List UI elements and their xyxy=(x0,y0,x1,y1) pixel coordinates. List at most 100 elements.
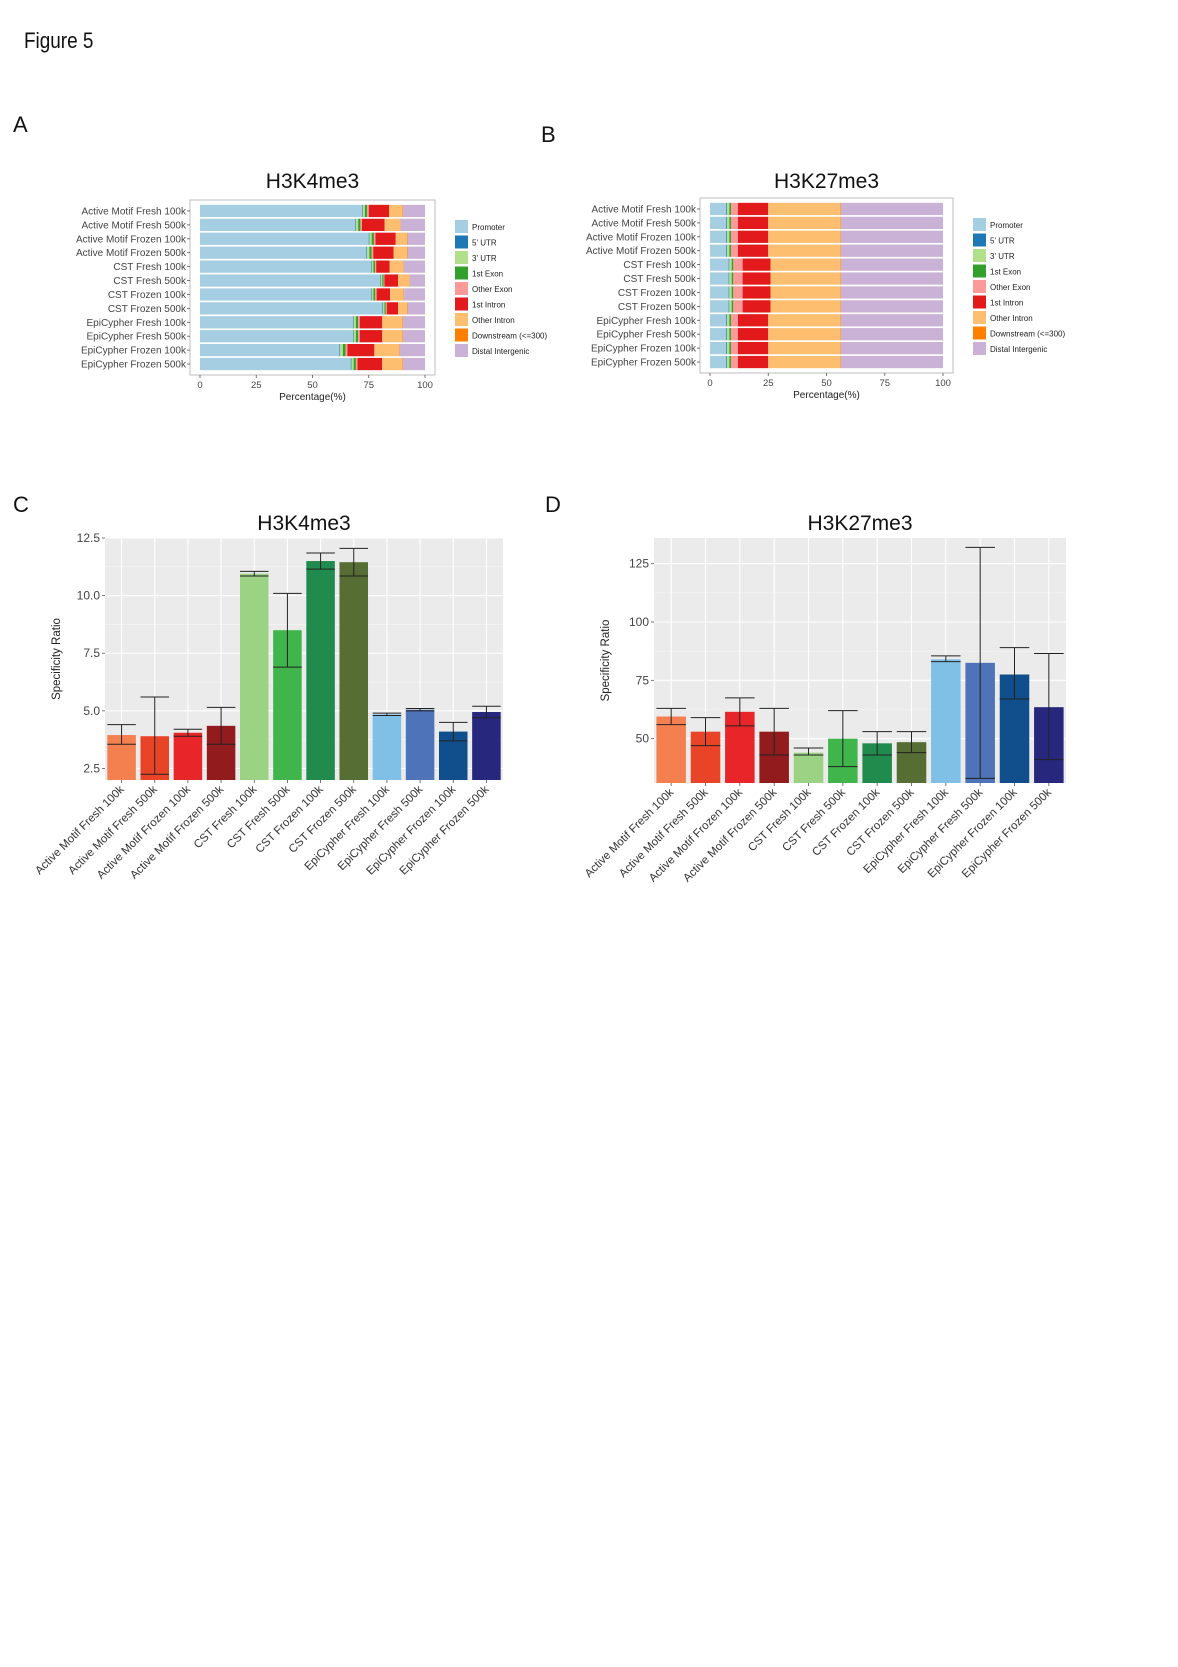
bar-segment xyxy=(373,232,376,245)
bar-segment xyxy=(726,202,728,216)
bar-segment xyxy=(371,232,374,245)
bar-segment xyxy=(710,286,729,299)
x-tick-label: 50 xyxy=(821,378,832,389)
legend-label: 1st Intron xyxy=(472,301,505,310)
x-tick-label: CST Fresh 500k xyxy=(780,786,848,854)
y-tick-label: Active Motif Frozen 100k xyxy=(76,234,187,245)
bar-segment xyxy=(371,288,374,301)
bar-segment xyxy=(385,302,387,315)
bar-segment xyxy=(382,274,384,287)
bar-segment xyxy=(737,342,769,355)
chart-panel-b: H3K27me3 Active Motif Fresh 100k Active Mo… xyxy=(586,170,1066,401)
bar-segment xyxy=(727,342,730,355)
bar-segment xyxy=(729,300,732,313)
legend-label: 3' UTR xyxy=(990,252,1015,261)
bar-segment xyxy=(726,328,728,341)
legend-label: Downstream (<=300) xyxy=(472,332,547,341)
chart-title: H3K27me3 xyxy=(774,170,879,193)
bar-segment xyxy=(733,300,743,313)
bar-segment xyxy=(730,216,738,229)
y-tick-label: EpiCypher Fresh 100k xyxy=(87,318,187,329)
legend-swatch xyxy=(455,344,468,357)
legend-swatch xyxy=(973,280,986,293)
bar-segment xyxy=(384,302,386,315)
bar-segment xyxy=(382,357,403,371)
bar-segment xyxy=(358,330,360,343)
y-tick-label: 12.5 xyxy=(77,531,101,545)
bar-segment xyxy=(200,260,371,273)
bar-segment xyxy=(380,274,381,287)
bar-segment xyxy=(200,246,367,259)
bar-segment xyxy=(402,204,425,218)
bar xyxy=(405,709,435,780)
bar-segment xyxy=(726,355,728,369)
bar-segment xyxy=(200,218,356,231)
bar xyxy=(372,714,402,780)
bar-segment xyxy=(731,272,734,285)
bar-segment xyxy=(376,288,391,301)
bar-segment xyxy=(355,218,356,231)
bar-segment xyxy=(710,328,727,341)
bar-segment xyxy=(768,342,841,355)
legend-label: 1st Exon xyxy=(990,268,1021,277)
legend-label: Distal Intergenic xyxy=(472,347,529,356)
y-tick-label: Active Motif Frozen 100k xyxy=(586,232,697,243)
bar-segment xyxy=(840,244,943,257)
chart-title: H3K27me3 xyxy=(807,512,912,535)
bar-segment xyxy=(729,355,731,369)
bar-segment xyxy=(355,218,359,231)
bar-segment xyxy=(730,314,738,327)
bar-segment xyxy=(384,218,401,231)
bar-segment xyxy=(840,272,943,285)
y-tick-label: EpiCypher Frozen 500k xyxy=(591,358,697,369)
bar-segment xyxy=(731,258,734,271)
bar-segment xyxy=(398,302,407,315)
bar-segment xyxy=(371,246,374,259)
legend-label: Promoter xyxy=(990,221,1023,230)
bar-segment xyxy=(407,232,425,245)
legend-label: Other Exon xyxy=(990,283,1030,292)
bar-segment xyxy=(770,258,841,271)
y-tick-label: EpiCypher Fresh 500k xyxy=(597,330,697,341)
bar-segment xyxy=(200,316,353,329)
bar-segment xyxy=(840,342,943,355)
bar-segment xyxy=(730,202,738,216)
bar xyxy=(793,752,824,783)
legend-swatch xyxy=(455,220,468,233)
bar-segment xyxy=(395,232,407,245)
bar-segment xyxy=(369,232,372,245)
y-tick-label: CST Frozen 100k xyxy=(618,288,697,299)
y-tick-label: EpiCypher Fresh 500k xyxy=(87,332,187,343)
bar-segment xyxy=(710,314,727,327)
y-tick-label: 5.0 xyxy=(83,704,100,718)
bar-segment xyxy=(729,202,731,216)
bar-segment xyxy=(398,274,410,287)
bar-segment xyxy=(728,272,730,285)
bar-segment xyxy=(200,330,353,343)
bar-segment xyxy=(355,330,359,343)
bar-segment xyxy=(729,244,731,257)
bar-segment xyxy=(726,314,728,327)
bar-segment xyxy=(358,218,361,231)
bar-segment xyxy=(737,314,769,327)
bar-segment xyxy=(200,232,369,245)
bar-segment xyxy=(840,355,943,369)
bar-segment xyxy=(710,272,729,285)
bar-segment xyxy=(342,344,346,357)
bar-segment xyxy=(768,355,841,369)
bar-segment xyxy=(340,344,343,357)
bar-segment xyxy=(737,230,769,243)
bar-segment xyxy=(358,316,360,329)
bar-segment xyxy=(729,342,731,355)
bar-segment xyxy=(710,258,729,271)
bar-segment xyxy=(730,355,738,369)
bar-segment xyxy=(373,288,376,301)
bar-segment xyxy=(359,316,383,329)
bar-segment xyxy=(730,342,738,355)
legend-label: 1st Exon xyxy=(472,270,503,279)
bar-segment xyxy=(770,286,841,299)
bar-segment xyxy=(404,288,425,301)
bar-segment xyxy=(399,344,425,357)
bar-segment xyxy=(353,330,354,343)
